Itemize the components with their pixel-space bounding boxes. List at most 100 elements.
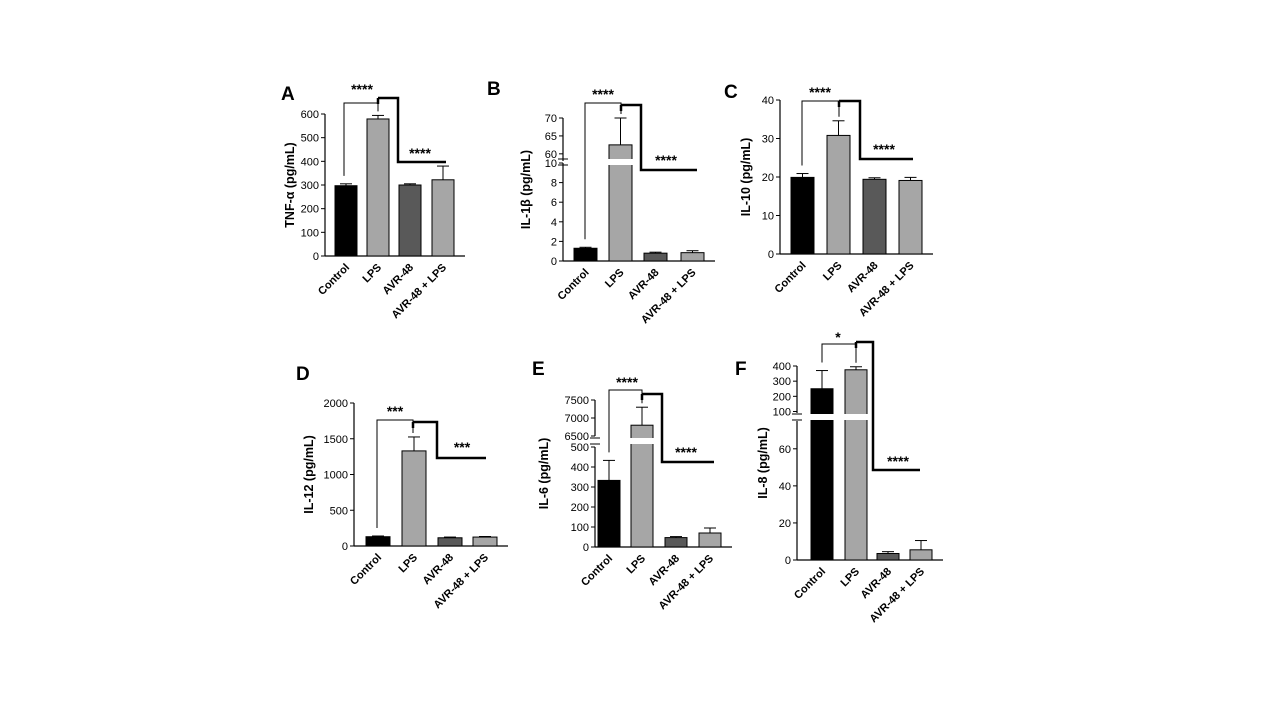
significance-bracket [821,343,857,363]
y-axis-label: IL-12 (pg/mL) [302,435,316,513]
category-label: LPS [396,552,420,576]
category-label: LPS [821,260,845,284]
bar-avr-48 [664,537,688,548]
y-tick-label: 2 [551,236,557,248]
y-tick-label: 200 [301,204,319,216]
bar-avr-48 [398,184,422,257]
y-tick-label: 1000 [324,470,348,482]
y-tick-label: 7500 [565,395,589,407]
bar-avr-48-lps [472,536,498,547]
bar-avr-48-lps [909,549,933,561]
panel-letter: D [296,364,310,385]
bar-control [790,176,815,255]
category-label: Control [316,262,352,298]
panel-letter: B [487,79,501,100]
y-axis-label: IL-1β (pg/mL) [519,150,533,229]
bar-lps [844,369,868,561]
significance-stars: **** [655,152,677,168]
category-label: Control [579,553,615,589]
category-label: LPS [624,553,648,577]
panel-d: D 0 500 1000 1500 2000 IL-12 (pg/mL) Control LPS… [296,364,508,611]
y-tick-label: 2000 [324,398,348,410]
category-label: LPS [360,262,384,286]
bar-break-gap [608,159,633,165]
bar-lps [366,118,390,257]
y-tick-label: 200 [571,502,589,514]
significance-stars: **** [409,145,431,161]
bar-avr-48-lps [431,179,455,257]
category-label: LPS [838,566,862,590]
significance-stars: * [835,329,841,345]
y-axis-label: IL-10 (pg/mL) [739,138,753,216]
y-tick-label: 400 [301,156,319,168]
significance-bracket-thick [413,420,486,460]
bar-control [573,247,598,262]
y-tick-label: 0 [768,249,774,261]
y-tick-label: 65 [545,131,557,143]
bar-avr-48 [437,537,463,547]
y-tick-label: 30 [762,134,774,146]
significance-bracket-thick [621,103,697,172]
y-tick-label: 6500 [565,431,589,443]
significance-stars: **** [887,453,909,469]
bar-break-gap [630,438,654,444]
bar-lps [826,134,851,255]
y-tick-label: 100 [773,406,791,418]
bar-break-gap [810,414,834,420]
category-label: Control [348,552,384,588]
y-tick-label: 0 [342,541,348,553]
bar-avr-48-lps [698,532,722,548]
panel-letter: C [724,82,738,103]
y-tick-label: 0 [583,542,589,554]
y-tick-label: 6 [551,197,557,209]
y-tick-label: 7000 [565,413,589,425]
panel-letter: F [735,359,747,380]
panel-letter: A [281,84,295,105]
y-tick-label: 0 [785,555,791,567]
significance-bracket-thick [856,340,920,472]
y-axis-label: IL-8 (pg/mL) [756,427,770,499]
panel-f: F 0 20 40 60 100 200 300 400 IL-8 (pg/mL) Control L… [735,329,943,625]
y-tick-label: 0 [551,256,557,268]
significance-bracket [343,102,379,176]
y-tick-label: 10 [545,158,557,170]
category-label: Control [772,260,808,296]
category-label: AVR-48 [421,552,457,588]
bar-control [597,479,621,548]
category-label: AVR-48 [845,260,881,296]
y-tick-label: 70 [545,113,557,125]
y-tick-label: 20 [779,518,791,530]
y-tick-label: 300 [773,376,791,388]
y-tick-label: 400 [571,462,589,474]
y-tick-label: 100 [301,227,319,239]
category-label: Control [792,566,828,602]
significance-stars: **** [675,444,697,460]
bar-avr-48-lps [680,252,705,262]
significance-stars: **** [592,86,614,102]
y-tick-label: 8 [551,178,557,190]
y-axis-label: TNF-α (pg/mL) [283,142,297,227]
significance-bracket-thick [839,99,913,161]
y-tick-label: 200 [773,391,791,403]
y-tick-label: 500 [571,442,589,454]
y-tick-label: 40 [762,95,774,107]
bar-control [365,536,391,547]
y-tick-label: 400 [773,361,791,373]
bar-avr-48 [876,553,900,561]
y-tick-label: 60 [779,444,791,456]
significance-stars: **** [351,81,373,97]
y-tick-label: 10 [762,211,774,223]
y-tick-label: 20 [762,172,774,184]
y-axis-label: IL-6 (pg/mL) [537,438,551,510]
y-tick-label: 1500 [324,434,348,446]
panel-a: A 0 100 200 300 400 500 600 TNF-α (pg/mL) Control… [281,81,465,321]
y-tick-label: 0 [313,251,319,263]
panel-letter: E [532,359,545,380]
bar-break-gap [844,414,868,420]
category-label: Control [555,267,591,303]
significance-stars: *** [387,403,404,419]
bar-avr-48 [862,178,887,255]
significance-stars: **** [616,374,638,390]
